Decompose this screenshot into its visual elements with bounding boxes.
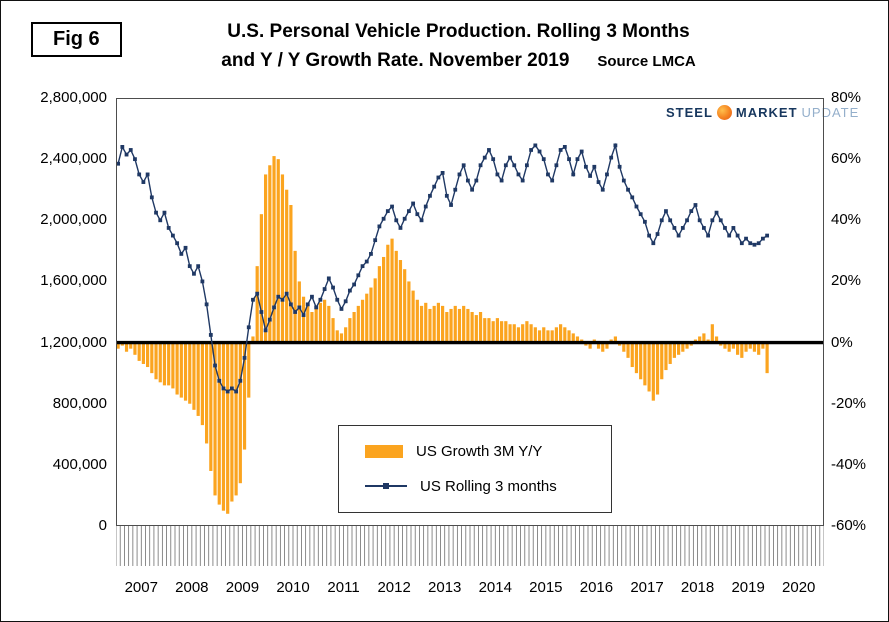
legend-row-line-series: US Rolling 3 months [365, 478, 611, 495]
chart-legend: US Growth 3M Y/Y US Rolling 3 months [338, 425, 612, 513]
x-axis-year-label: 2007 [124, 579, 158, 596]
left-axis-tick-label: 1,600,000 [40, 272, 107, 290]
left-axis-tick-label: 400,000 [52, 455, 107, 473]
logo-sun-icon [716, 105, 732, 120]
x-axis-year-label: 2017 [630, 579, 664, 596]
x-axis-year-label: 2013 [428, 579, 462, 596]
bar-series-swatch [365, 445, 403, 459]
x-axis-year-label: 2008 [175, 579, 209, 596]
right-axis-tick-label: 20% [831, 272, 862, 290]
figure-number-label: Fig 6 [53, 28, 100, 50]
left-axis-tick-label: 2,000,000 [40, 211, 107, 229]
line-series-swatch [365, 482, 407, 490]
bar-series-label: US Growth 3M Y/Y [416, 443, 543, 461]
line-series-label: US Rolling 3 months [420, 477, 557, 495]
x-axis-year-label: 2016 [579, 579, 614, 596]
right-axis-tick-label: -60% [831, 517, 867, 534]
x-axis-year-label: 2009 [225, 579, 260, 596]
x-axis-year-label: 2011 [327, 579, 360, 596]
right-axis-tick-label: 80% [831, 89, 862, 106]
chart-title-line1: U.S. Personal Vehicle Production. Rollin… [227, 21, 690, 42]
legend-row-bar-series: US Growth 3M Y/Y [365, 443, 611, 460]
chart-source-label: Source LMCA [597, 53, 696, 70]
left-axis-tick-label: 1,200,000 [40, 333, 107, 351]
left-axis-tick-label: 0 [98, 517, 107, 534]
left-axis-tick-label: 2,800,000 [40, 89, 107, 106]
x-axis-year-label: 2019 [731, 579, 765, 596]
left-axis-tick-label: 800,000 [52, 394, 107, 412]
chart-title: U.S. Personal Vehicle Production. Rollin… [136, 21, 781, 72]
right-axis-tick-label: -20% [831, 394, 867, 412]
left-axis-tick-label: 2,400,000 [40, 150, 107, 168]
chart-title-line2: and Y / Y Growth Rate. November 2019 [221, 50, 570, 71]
x-axis-year-label: 2020 [782, 579, 816, 596]
chart-canvas [116, 98, 824, 566]
chart-title-line2-row: and Y / Y Growth Rate. November 2019 Sou… [136, 50, 781, 72]
logo-text-market: MARKET [735, 105, 798, 120]
month-ticks [116, 526, 824, 566]
right-axis-tick-label: 40% [831, 211, 862, 229]
right-axis-tick-label: 60% [831, 150, 862, 168]
logo-text-update: UPDATE [801, 105, 860, 120]
steel-market-update-logo: STEEL MARKET UPDATE [666, 105, 859, 120]
right-axis-tick-label: -40% [831, 455, 867, 473]
line-series-swatch-marker [383, 483, 389, 490]
growth-bars-series [116, 156, 769, 514]
rolling-line-markers [116, 143, 770, 394]
logo-text-steel: STEEL [666, 105, 713, 120]
x-axis-year-label: 2012 [377, 579, 411, 596]
x-axis-year-label: 2010 [276, 579, 310, 596]
plot-frame [116, 98, 824, 526]
right-axis-tick-label: 0% [831, 333, 853, 351]
x-axis-year-label: 2018 [680, 579, 715, 596]
figure-number-box: Fig 6 [31, 22, 122, 57]
x-axis-year-label: 2015 [529, 579, 563, 596]
x-axis-year-label: 2014 [478, 579, 512, 596]
